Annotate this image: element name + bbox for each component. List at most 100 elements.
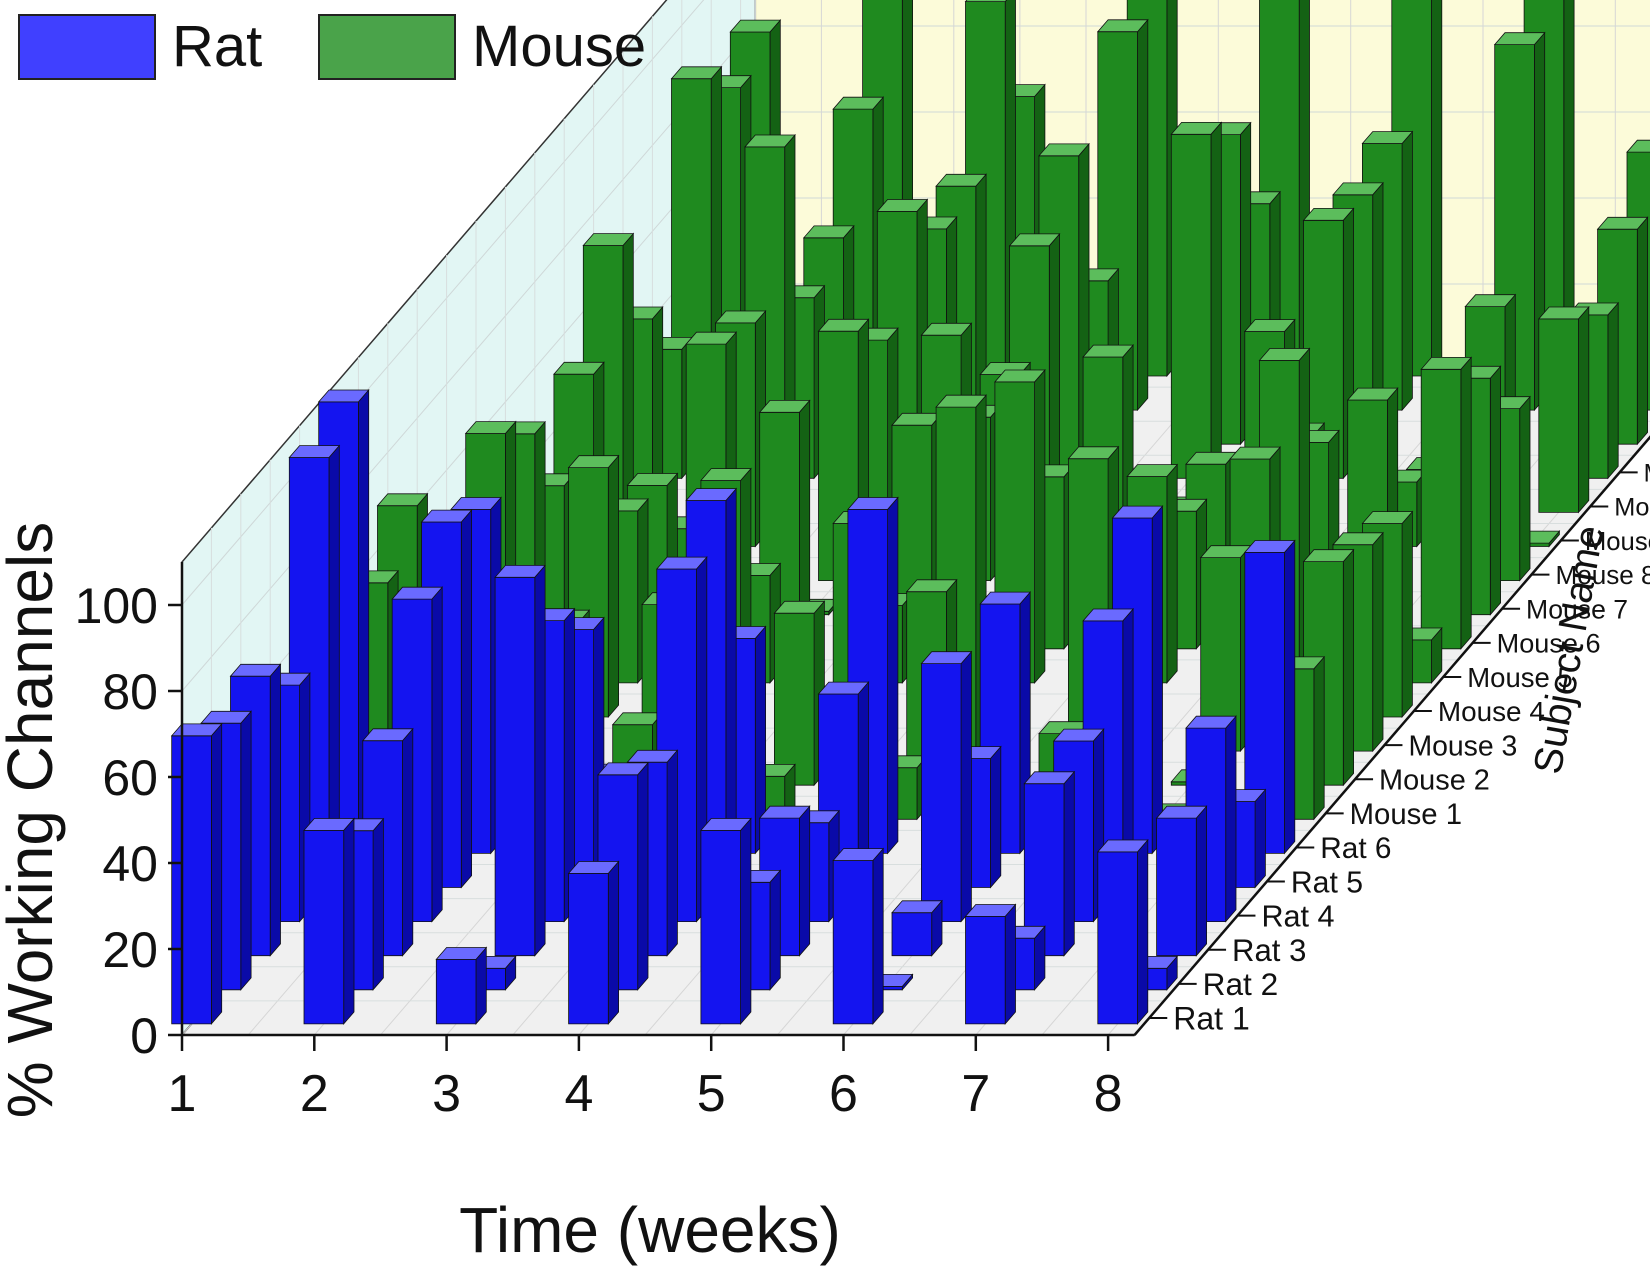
bar-top	[450, 497, 502, 510]
bar-side	[607, 454, 619, 719]
bar-top	[1126, 464, 1179, 477]
bar-side	[990, 745, 1002, 889]
bar-top	[1170, 122, 1223, 135]
bar-side	[1195, 805, 1207, 957]
bar-top	[832, 96, 885, 110]
x-axis-title: Time (weeks)	[459, 1194, 841, 1266]
bar-rat-6-week-8	[1243, 539, 1296, 855]
bar-side	[1460, 356, 1472, 650]
bar-top	[553, 361, 605, 375]
bar-front	[700, 830, 741, 1025]
bar-top	[802, 225, 855, 239]
bar-side	[666, 749, 678, 957]
bar-top	[1096, 19, 1149, 33]
bar-top	[817, 318, 870, 332]
bar-top	[891, 900, 943, 914]
legend-item-rat: Rat	[18, 14, 262, 80]
bar-front	[435, 959, 477, 1025]
bar-top	[920, 322, 973, 336]
z-tick-label: Rat 6	[1320, 832, 1391, 865]
bar-top	[744, 134, 796, 148]
z-tick-label: Mouse 3	[1408, 730, 1517, 762]
bar-front	[1170, 133, 1212, 479]
bar-top	[1023, 771, 1076, 785]
x-tick-label: 8	[1094, 1065, 1123, 1123]
bar-side	[1489, 365, 1501, 616]
bar-top	[1537, 306, 1590, 320]
bar-side	[960, 650, 972, 923]
bar-side	[460, 509, 473, 889]
bar-top	[758, 399, 811, 413]
bar-top	[1008, 233, 1061, 247]
legend-item-mouse: Mouse	[318, 14, 646, 80]
bar-top	[700, 818, 752, 831]
bar-top	[1243, 540, 1296, 553]
z-tick-label: Rat 1	[1173, 1000, 1249, 1036]
legend-swatch-rat	[18, 14, 156, 80]
bar-top	[1596, 216, 1649, 230]
z-tick-label: Rat 5	[1291, 866, 1363, 899]
bar-top	[317, 389, 370, 403]
bar-side	[1166, 463, 1178, 684]
bar-top	[626, 749, 679, 763]
bar-side	[534, 564, 546, 957]
bar-top	[464, 421, 517, 434]
y-tick-label: 80	[102, 664, 158, 720]
bar-front	[568, 873, 609, 1025]
bar-top	[1332, 532, 1384, 546]
bar-side	[372, 817, 384, 991]
gridline-y	[181, 0, 705, 606]
bar-top	[994, 369, 1046, 383]
z-tick-label: Mouse 7	[1526, 594, 1628, 624]
x-tick-label: 1	[168, 1065, 197, 1123]
bar-side	[637, 761, 649, 991]
bar-top	[935, 394, 987, 408]
bar-top	[979, 591, 1032, 605]
bar-rat-1-week-7	[964, 903, 1017, 1025]
y-axis-title: % Working Channels	[0, 522, 66, 1118]
bar-top	[700, 468, 752, 481]
z-tick-label: Mouse 8	[1555, 560, 1650, 590]
bar-side	[343, 817, 355, 1025]
bar-side	[1342, 548, 1354, 787]
bar-top	[391, 586, 444, 600]
bar-front	[1097, 851, 1138, 1025]
bar-top	[1420, 356, 1473, 370]
z-tick-label: Mouse 1	[1350, 798, 1462, 831]
bar-side	[1372, 531, 1384, 753]
bar-top	[1111, 505, 1164, 519]
bar-top	[1052, 728, 1105, 742]
bar-side	[607, 860, 619, 1025]
bar-front	[1420, 368, 1462, 650]
bar-mouse-2-week-4	[773, 600, 826, 787]
bar-rat-1-week-4	[567, 860, 620, 1025]
bar-side	[1431, 0, 1443, 378]
bar-top	[1229, 446, 1281, 460]
z-tick-label: Mouse 2	[1379, 765, 1490, 797]
bar-top	[626, 473, 679, 486]
bar-top	[1493, 32, 1546, 45]
bar-top	[361, 728, 414, 742]
bar-mouse-10-week-8	[1537, 305, 1590, 514]
bar-top	[1258, 348, 1311, 361]
bar-top	[1082, 608, 1134, 622]
bar-side	[402, 727, 414, 957]
bar-top	[964, 904, 1017, 917]
bar-top	[714, 310, 767, 324]
bar-top	[832, 848, 885, 861]
bar-side	[1004, 903, 1016, 1025]
bar-top	[1302, 549, 1355, 562]
bar-side	[269, 663, 281, 957]
bar-rat-3-week-3	[494, 564, 546, 957]
z-tick-label: Mouse 6	[1497, 628, 1601, 659]
bar-side	[1063, 770, 1075, 957]
bar-top	[758, 805, 811, 819]
bar-front	[891, 912, 933, 957]
bar-top	[1243, 319, 1296, 332]
bar-top	[847, 497, 899, 510]
bar-top	[582, 233, 635, 246]
bar-top	[170, 723, 223, 737]
bar-side	[769, 869, 781, 991]
x-tick-label: 3	[432, 1065, 461, 1123]
